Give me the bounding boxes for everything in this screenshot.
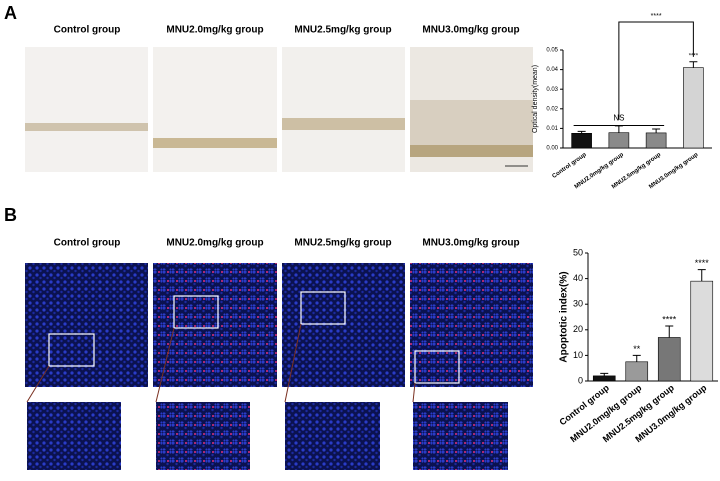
bar [645,132,667,149]
error-bar [614,125,623,133]
column-label: Control group [54,25,121,36]
error-bar [697,269,706,282]
panel-label: A [4,3,17,23]
significance-label: ** [633,344,641,354]
error-bar [632,354,641,362]
bracket [618,21,694,120]
y-tick-label: 20 [573,324,583,334]
ihc-images [25,47,533,172]
y-tick-label: 0.00 [546,146,558,152]
column-label: MNU2.5mg/kg group [294,25,391,36]
y-tick-label: 0.03 [546,87,558,93]
error-bar [577,130,586,134]
y-tick-label: 0.01 [546,126,558,132]
column-label: MNU2.0mg/kg group [166,25,263,36]
bar [571,133,592,149]
y-tick-label: 0.05 [546,48,558,54]
error-bar [689,61,698,68]
significance-label: **** [695,258,710,268]
column-label: MNU2.5mg/kg group [294,238,391,249]
bar [625,361,649,382]
significance-label: **** [662,314,677,324]
y-axis-title: Optical density(mean) [532,65,539,133]
bar [592,375,616,382]
column-label: Control group [54,238,121,249]
column-label: MNU3.0mg/kg group [422,238,519,249]
annotation: **** [651,13,662,20]
column-label: MNU2.0mg/kg group [166,238,263,249]
bar [608,132,630,149]
error-bar [652,128,661,133]
bar [683,67,704,149]
x-tick-label: Control group [551,152,587,180]
column-label: MNU3.0mg/kg group [422,25,519,36]
bar [657,337,681,382]
tunel-images [25,263,533,470]
y-tick-label: 0.04 [546,67,558,73]
y-axis-title: Apoptotic index(%) [559,271,570,362]
bar [690,280,714,382]
y-tick-label: 0.02 [546,106,558,112]
error-bar [600,372,609,376]
y-tick-label: 0 [578,375,583,385]
y-tick-label: 30 [573,299,583,309]
error-bar [665,325,674,338]
y-tick-label: 40 [573,273,583,283]
y-tick-label: 50 [573,247,583,257]
panel-label: B [4,205,17,225]
y-tick-label: 10 [573,350,583,360]
